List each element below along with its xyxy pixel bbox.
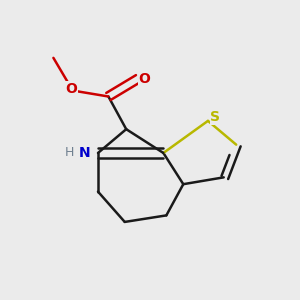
Text: S: S (210, 110, 220, 124)
Text: O: O (139, 72, 151, 86)
Text: H: H (65, 146, 74, 160)
Text: N: N (79, 146, 90, 160)
Text: O: O (65, 82, 77, 96)
